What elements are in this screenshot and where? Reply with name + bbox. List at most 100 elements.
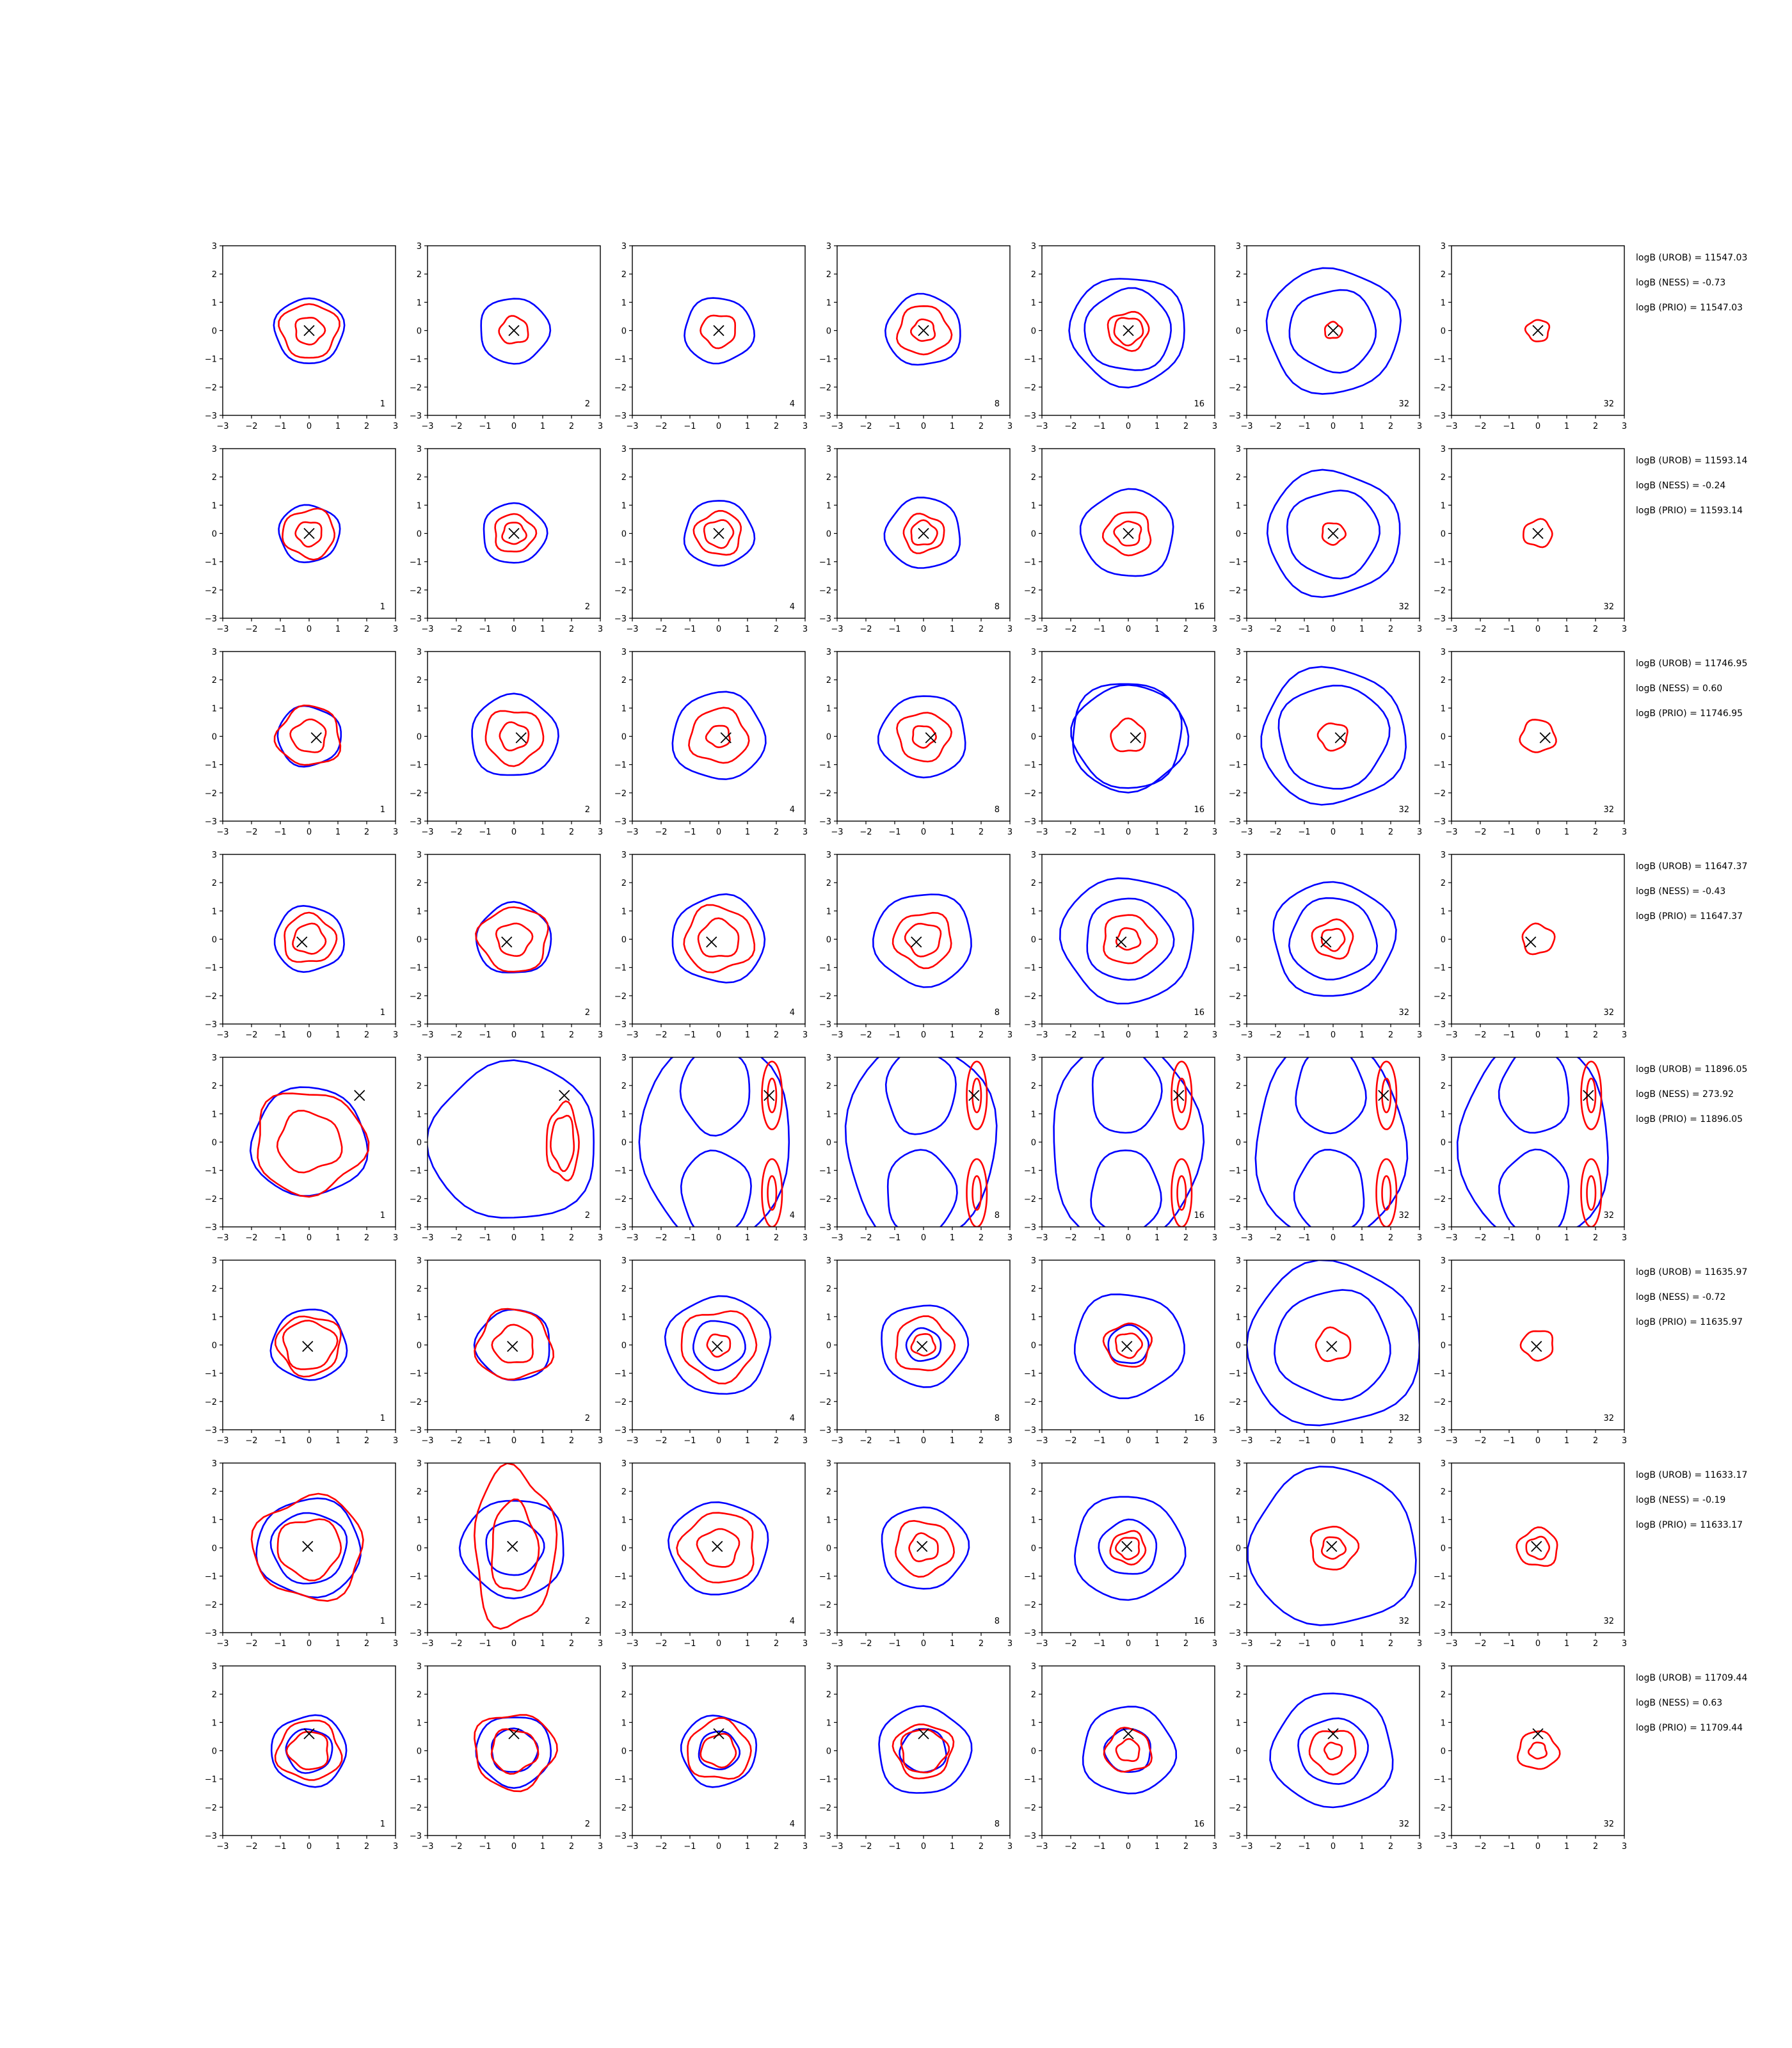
true-value-marker [302, 1341, 314, 1352]
contour-red [498, 315, 529, 345]
x-tick-label: 3 [803, 1030, 808, 1040]
y-tick-label: −1 [1434, 761, 1446, 771]
y-tick-label: −3 [819, 817, 831, 827]
y-tick-label: 3 [621, 445, 627, 454]
y-tick-label: 1 [621, 1110, 627, 1119]
x-tick-label: −2 [1064, 828, 1076, 837]
y-tick-label: −1 [1229, 1370, 1241, 1379]
y-tick-label: 1 [212, 501, 217, 511]
contours [278, 504, 341, 564]
y-tick-label: −3 [1229, 817, 1241, 827]
y-tick-label: 1 [826, 298, 831, 308]
panel-r1-c3: −3−3 −2 −2 −1 −1 0 0 1 1 2 2 3 3 4 [614, 242, 808, 431]
y-tick-label: −3 [1434, 1832, 1446, 1841]
y-tick-label: 3 [212, 851, 217, 860]
y-tick-label: 1 [1441, 298, 1446, 308]
x-tick-label: 0 [716, 1842, 721, 1852]
x-tick-label: 0 [1331, 828, 1336, 837]
panel-count-label: 16 [1194, 399, 1204, 409]
x-tick-label: −1 [1093, 1842, 1105, 1852]
x-tick-label: −3 [421, 1436, 433, 1446]
true-value-marker [968, 1089, 980, 1101]
y-tick-label: −3 [1024, 1832, 1036, 1841]
contour-blue [1247, 1260, 1420, 1427]
logb-annotations: logB (UROB) = 11547.03 logB (NESS) = -0.7… [1636, 253, 1747, 313]
axes-frame [632, 651, 806, 822]
y-tick-label: −2 [614, 1804, 627, 1813]
y-tick-label: 2 [621, 1690, 627, 1700]
true-value-marker [1532, 324, 1544, 337]
contour-blue-lobe [1498, 1148, 1570, 1227]
axes-frame [1041, 854, 1215, 1025]
true-value-marker [1326, 1540, 1338, 1552]
y-tick-label: −3 [1434, 614, 1446, 624]
y-tick-label: 2 [621, 473, 627, 483]
y-tick-label: −3 [819, 1832, 831, 1841]
panel-r5-c7: −3−3 −2 −2 −1 −1 0 0 1 1 2 2 3 3 32 [1434, 1053, 1627, 1243]
x-tick-label: 0 [1331, 1233, 1336, 1243]
contour-red [499, 721, 530, 752]
x-tick-label: −2 [1064, 1436, 1076, 1446]
true-value-marker [706, 936, 717, 948]
contour-red [1102, 1322, 1153, 1368]
panel-count-label: 2 [585, 1617, 590, 1626]
contour-red [278, 303, 340, 359]
x-tick-label: 0 [307, 1639, 312, 1649]
contour-red [274, 1315, 342, 1378]
y-tick-label: 1 [212, 298, 217, 308]
x-tick-label: 1 [540, 1639, 545, 1649]
y-tick-label: 1 [826, 704, 831, 714]
x-tick-label: 0 [716, 422, 721, 431]
y-tick-label: 3 [212, 242, 217, 252]
contour-red [273, 704, 342, 766]
contour-blue [1059, 877, 1194, 1005]
y-tick-label: −2 [819, 586, 831, 596]
panel-r1-c1: −3−3 −2 −2 −1 −1 0 0 1 1 2 2 3 3 1 [205, 242, 398, 431]
y-tick-label: 2 [212, 1487, 217, 1497]
contours [1082, 1706, 1178, 1795]
x-tick-label: 3 [1212, 1030, 1217, 1040]
contour-red [680, 1310, 758, 1385]
x-tick-label: −2 [245, 1436, 257, 1446]
contours [1073, 1496, 1187, 1601]
x-tick-label: 0 [1535, 1842, 1540, 1852]
x-tick-label: 3 [1212, 1233, 1217, 1243]
contour-red [1315, 1326, 1352, 1363]
y-tick-label: 1 [417, 907, 422, 916]
panel-count-label: 32 [1398, 1008, 1409, 1018]
x-tick-label: −1 [1503, 1842, 1515, 1852]
panel-r8-c5: −3−3 −2 −2 −1 −1 0 0 1 1 2 2 3 3 16 [1024, 1662, 1217, 1852]
contour-red [1324, 321, 1343, 339]
x-tick-label: 1 [335, 1030, 340, 1040]
contour-red [1113, 317, 1144, 347]
axes-frame [1246, 1057, 1420, 1228]
y-tick-label: 1 [1031, 1516, 1036, 1525]
y-tick-label: 2 [212, 1690, 217, 1700]
panel-count-label: 32 [1398, 399, 1409, 409]
y-tick-label: −1 [1229, 964, 1241, 973]
x-tick-label: −2 [1474, 1639, 1486, 1649]
y-tick-label: 2 [826, 676, 831, 685]
contour-blue [1086, 897, 1175, 981]
y-tick-label: 2 [1441, 676, 1446, 685]
panel-count-label: 32 [1398, 1414, 1409, 1423]
y-tick-label: −1 [410, 558, 422, 568]
contour-red [697, 917, 740, 958]
y-tick-label: 0 [621, 733, 627, 742]
y-tick-label: 3 [1236, 851, 1241, 860]
y-tick-label: −1 [819, 1370, 831, 1379]
axes-frame [222, 1665, 396, 1836]
y-tick-label: 1 [417, 1516, 422, 1525]
x-tick-label: 2 [1183, 1233, 1188, 1243]
contour-blue-outer [1254, 1057, 1409, 1227]
x-tick-label: 1 [950, 422, 955, 431]
x-tick-label: −1 [479, 422, 491, 431]
x-tick-label: 1 [540, 828, 545, 837]
x-tick-label: −3 [216, 1436, 228, 1446]
x-tick-label: 2 [569, 625, 574, 634]
x-tick-label: −2 [655, 1639, 667, 1649]
logb-line: logB (PRIO) = 11547.03 [1636, 303, 1743, 313]
contours [1073, 1293, 1185, 1400]
y-tick-label: 1 [1031, 298, 1036, 308]
x-tick-label: −3 [1240, 422, 1252, 431]
